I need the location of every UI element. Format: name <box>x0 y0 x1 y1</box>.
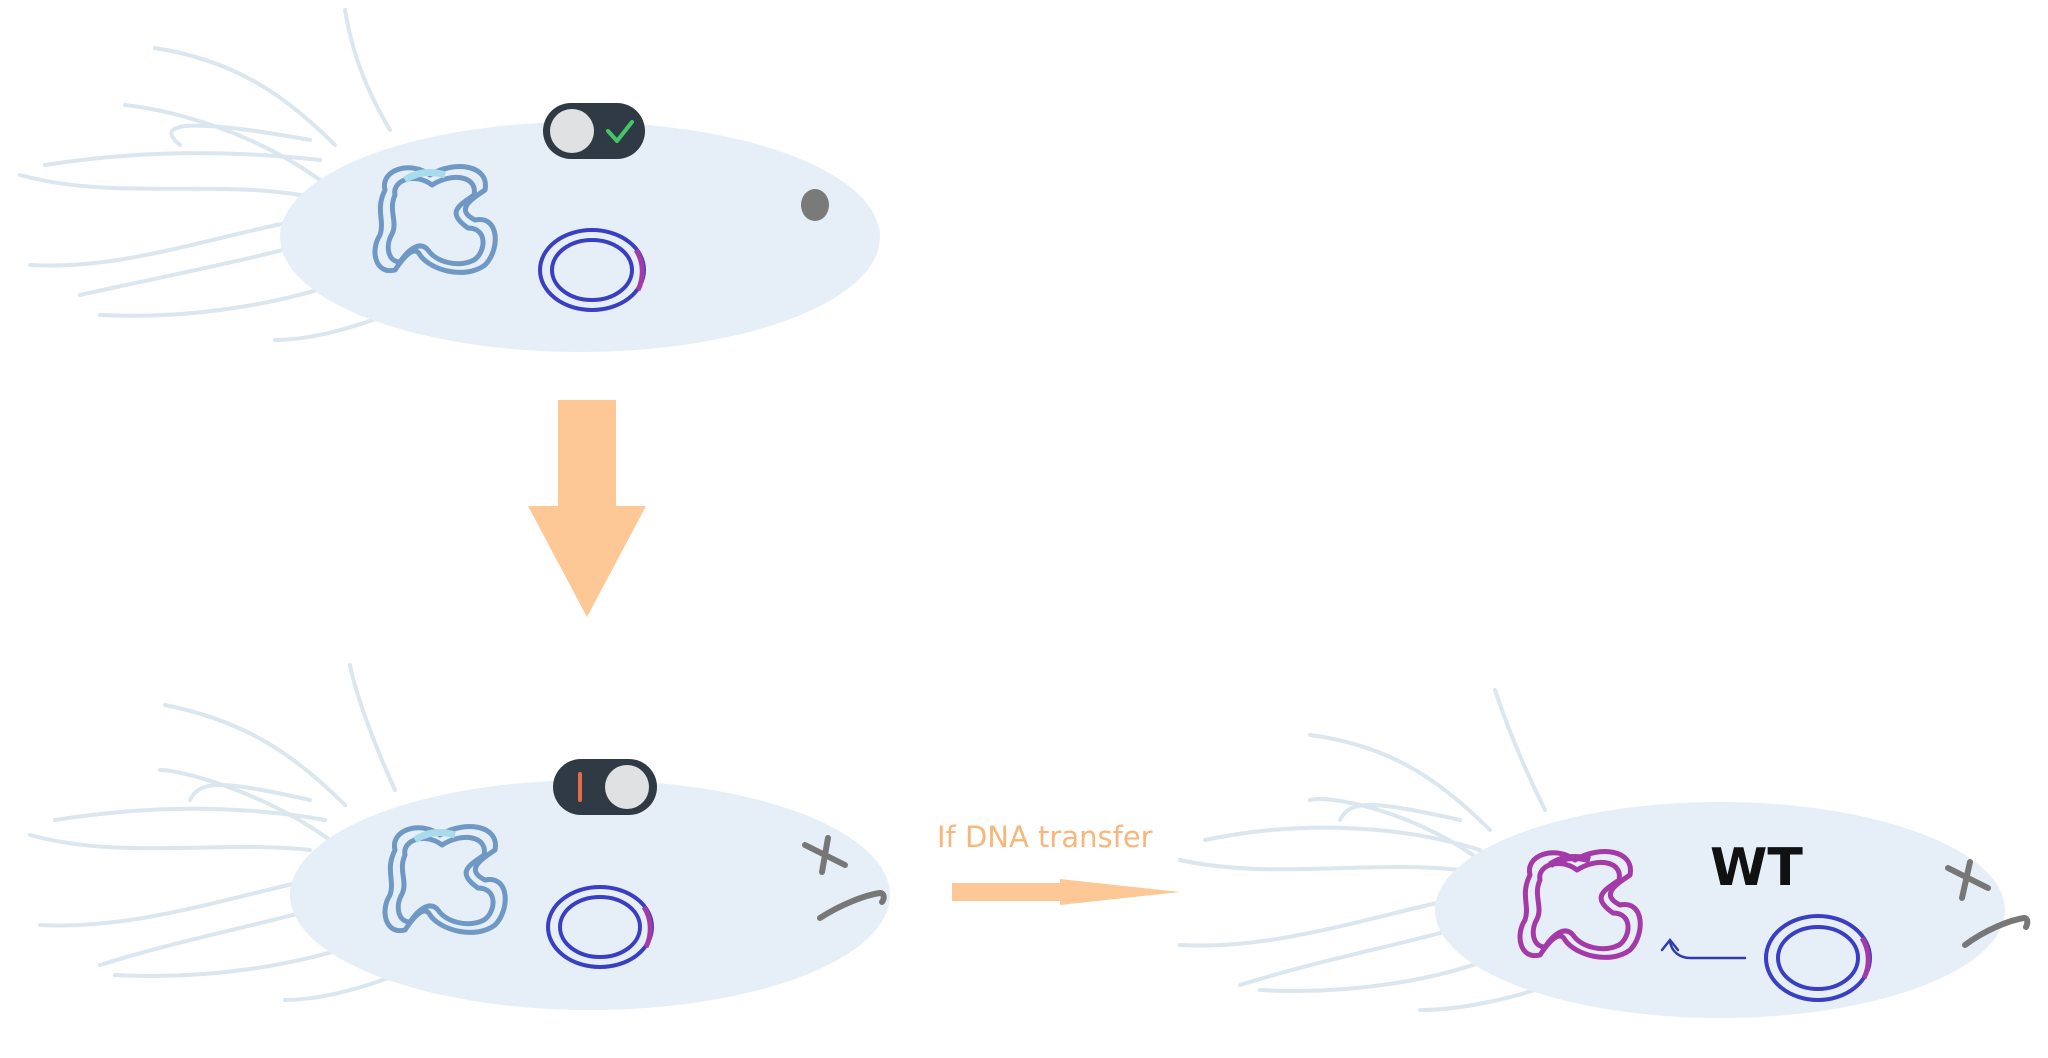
top-cell-dot <box>801 189 829 221</box>
wt-label: WT <box>1710 838 1803 898</box>
bottom-left-degraded-fragments-icon <box>802 835 887 921</box>
bottom-right-cell-group: WT <box>1178 688 2031 1018</box>
toggle-on-icon <box>543 103 645 159</box>
bottom-left-cell-body <box>290 780 890 1010</box>
top-cell-group <box>18 8 880 352</box>
bottom-left-plasmid-icon <box>546 885 654 969</box>
right-arrow-icon <box>952 879 1180 905</box>
down-arrow-icon <box>528 400 646 617</box>
bottom-right-cell-body <box>1435 802 2005 1018</box>
top-plasmid-icon <box>538 228 646 312</box>
bottom-right-degraded-fragments-icon <box>1945 859 2031 948</box>
check-icon <box>606 120 634 143</box>
transfer-label: If DNA transfer <box>937 820 1153 854</box>
toggle-off-icon <box>553 759 657 815</box>
small-curved-arrow-icon <box>1660 937 1747 960</box>
wt-chromosome-icon <box>1517 849 1643 960</box>
top-chromosome-icon <box>372 164 498 275</box>
bottom-right-cell-flagella <box>1178 688 1562 1012</box>
bottom-left-cell-group <box>28 663 890 1010</box>
top-cell-body <box>280 122 880 352</box>
wt-plasmid-icon <box>1764 914 1872 1002</box>
bottom-left-chromosome-icon <box>382 824 508 935</box>
